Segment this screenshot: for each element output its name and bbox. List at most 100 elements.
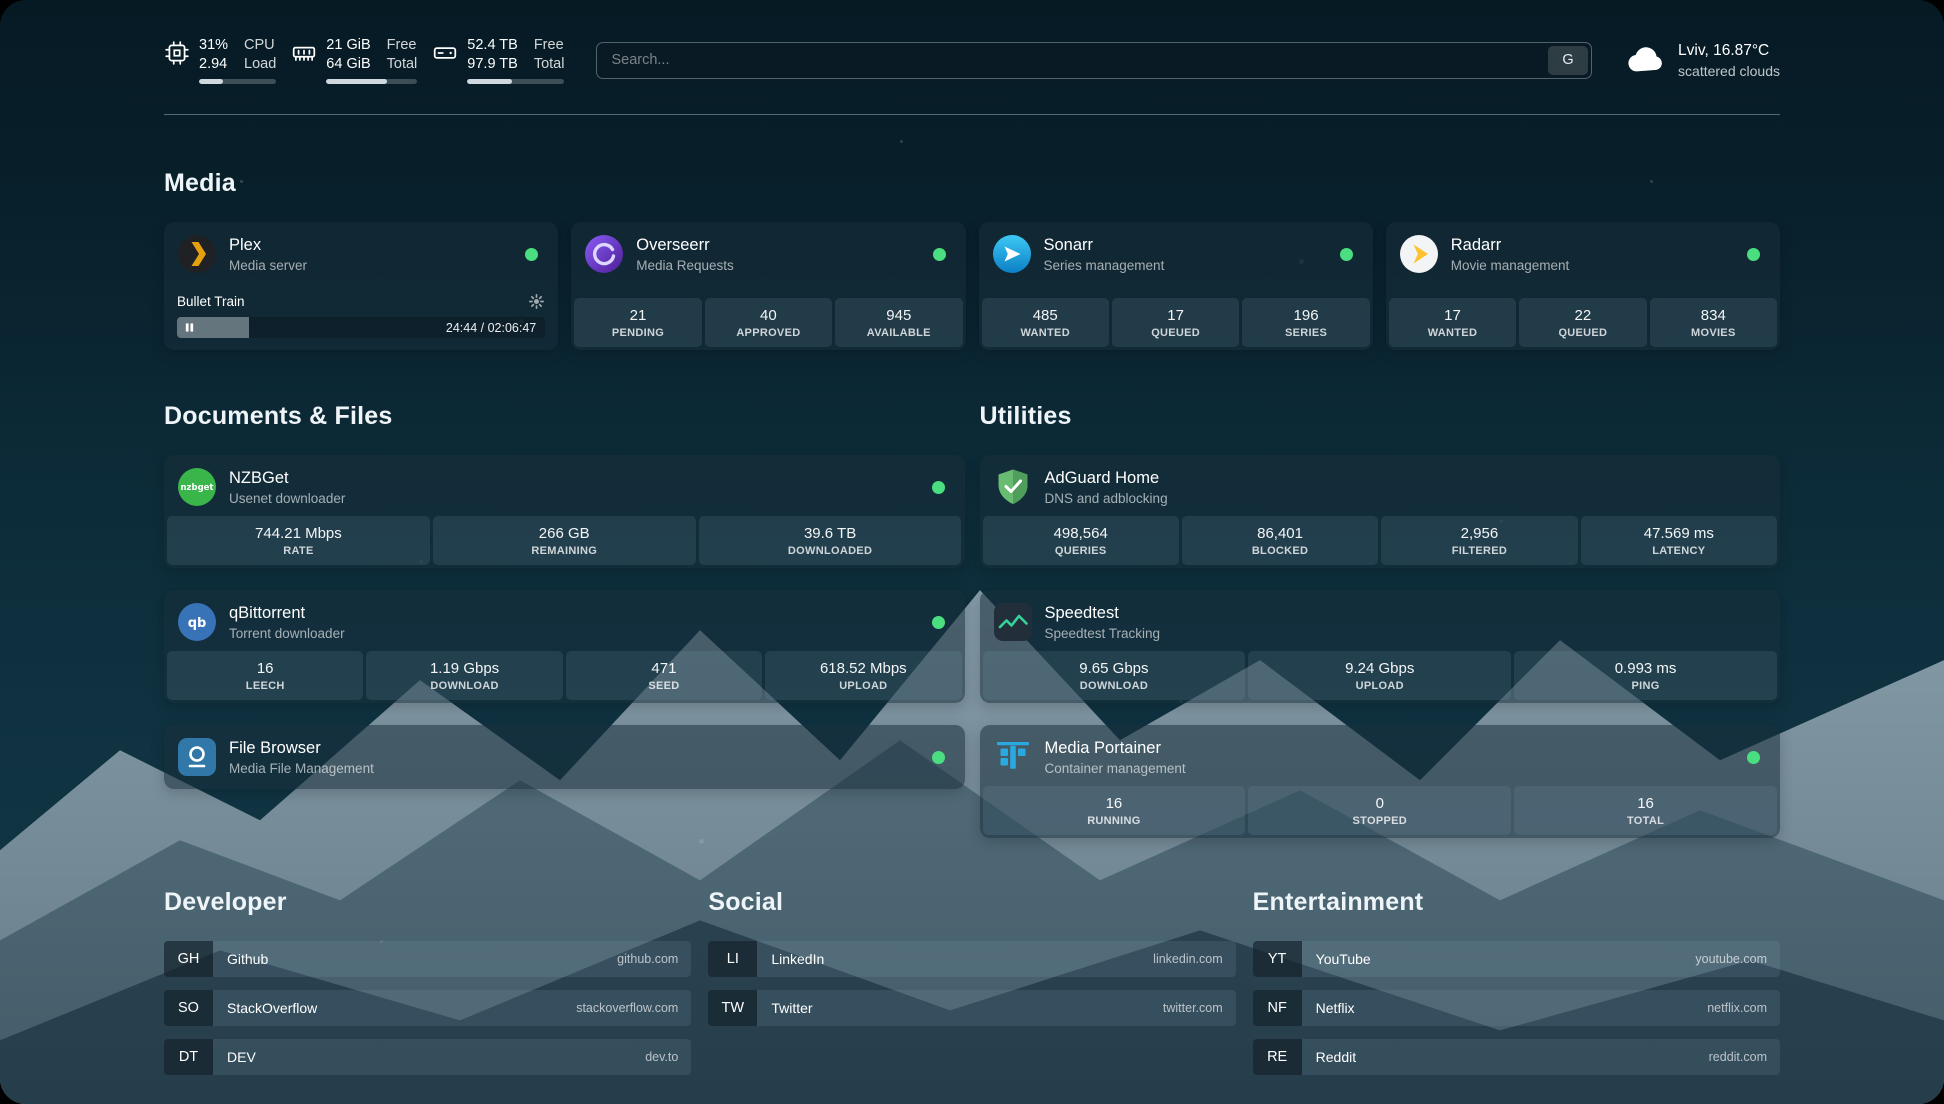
service-link-radarr[interactable]: Radarr Movie management [1389, 225, 1777, 283]
resource-widget: 21 GiB 64 GiB Free Total [291, 36, 418, 85]
resource-label: CPU [244, 37, 275, 53]
bookmark-abbr: TW [708, 990, 758, 1027]
bookmark-stackoverflow[interactable]: SO StackOverflow stackoverflow.com [164, 990, 692, 1027]
bookmark-domain: dev.to [645, 1050, 679, 1065]
section-utilities: Utilities AdGuard Home DNS and adblocking… [979, 402, 1780, 839]
bookmark-name: Twitter [771, 1000, 813, 1017]
bookmark-abbr: RE [1252, 1039, 1302, 1076]
service-name: Sonarr [1043, 236, 1094, 255]
service-name: Overseerr [636, 236, 710, 255]
service-description: Movie management [1450, 258, 1570, 274]
bookmark-github[interactable]: GH Github github.com [164, 941, 692, 978]
service-link-plex[interactable]: Plex Media server [167, 225, 555, 283]
status-indicator [931, 480, 945, 494]
bookmark-linkedin[interactable]: LI LinkedIn linkedin.com [708, 941, 1236, 978]
stat-label: FILTERED [1451, 545, 1508, 558]
speedtest-icon [993, 602, 1033, 642]
bookmark-group-developer: Developer GH Github github.com SO StackOverf… [164, 888, 692, 1088]
bookmark-reddit[interactable]: RE Reddit reddit.com [1252, 1039, 1780, 1076]
stat-value: 16 [256, 660, 274, 678]
service-description: DNS and adblocking [1044, 491, 1168, 507]
search-provider-button[interactable]: G [1548, 45, 1589, 75]
resource-label: Free [386, 37, 417, 53]
service-description: Media File Management [229, 761, 374, 777]
gear-icon[interactable] [528, 293, 545, 310]
status-indicator [931, 615, 945, 629]
stat-value: 2,956 [1460, 525, 1499, 543]
resource-widget: 31% 2.94 CPU Load [164, 36, 277, 85]
service-name: Plex [229, 236, 262, 255]
two-column-area: Documents & Files nzbget NZBGet Usenet dow… [164, 402, 1780, 839]
cpu-icon [164, 36, 190, 66]
stat-value: 17 [1444, 307, 1461, 325]
bookmark-twitter[interactable]: TW Twitter twitter.com [708, 990, 1236, 1027]
service-description: Usenet downloader [229, 491, 346, 507]
qbittorrent-icon: qb [177, 602, 217, 642]
service-card-adguard-home: AdGuard Home DNS and adblocking 498,564 QUE… [979, 455, 1780, 569]
service-name: Radarr [1450, 236, 1502, 255]
stat-label: SEED [648, 680, 680, 693]
status-indicator [525, 247, 539, 261]
stat-approved: 40 APPROVED [704, 298, 833, 348]
now-playing-title: Bullet Train [177, 294, 245, 310]
stat-label: UPLOAD [839, 680, 888, 693]
service-link-overseerr[interactable]: Overseerr Media Requests [574, 225, 962, 283]
weather-widget: Lviv, 16.87°C scattered clouds [1624, 39, 1780, 81]
stat-total: 16 TOTAL [1514, 786, 1777, 836]
service-link-nzbget[interactable]: nzbget NZBGet Usenet downloader [167, 458, 962, 516]
stat-latency: 47.569 ms LATENCY [1580, 516, 1777, 566]
stat-upload: 618.52 Mbps UPLOAD [765, 651, 962, 701]
stat-wanted: 485 WANTED [981, 298, 1109, 348]
playback-progress-bar[interactable]: 24:44 / 02:06:47 [177, 317, 546, 339]
stat-running: 16 RUNNING [982, 786, 1246, 836]
stat-remaining: 266 GB REMAINING [432, 516, 696, 566]
service-link-sonarr[interactable]: Sonarr Series management [982, 225, 1370, 283]
resource-label: Total [386, 56, 418, 73]
service-link-media-portainer[interactable]: Media Portainer Container management [983, 728, 1778, 786]
stat-series: 196 SERIES [1242, 298, 1370, 348]
weather-text: Lviv, 16.87°C scattered clouds [1678, 41, 1780, 78]
search-input[interactable] [596, 41, 1593, 79]
stat-downloaded: 39.6 TB DOWNLOADED [698, 516, 962, 566]
stat-label: UPLOAD [1355, 680, 1404, 693]
stat-label: BLOCKED [1251, 545, 1309, 558]
service-stats: 16 LEECH 1.19 Gbps DOWNLOAD 471 SEED 618.52 Mb… [167, 651, 962, 701]
stat-queries: 498,564 QUERIES [982, 516, 1179, 566]
status-indicator [1747, 247, 1760, 261]
service-description: Torrent downloader [229, 626, 345, 642]
search-bar: G [596, 41, 1593, 79]
service-card-media-portainer: Media Portainer Container management 16 RUN… [979, 725, 1780, 839]
stat-label: SERIES [1284, 327, 1328, 340]
bookmark-dev[interactable]: DT DEV dev.to [164, 1039, 692, 1076]
service-link-speedtest[interactable]: Speedtest Speedtest Tracking [983, 593, 1778, 651]
service-link-file-browser[interactable]: File Browser Media File Management [167, 728, 962, 786]
service-link-adguard-home[interactable]: AdGuard Home DNS and adblocking [983, 458, 1778, 516]
resource-label: Total [533, 56, 565, 73]
playback-time: 24:44 / 02:06:47 [445, 320, 537, 335]
developer-bookmarks: GH Github github.com SO StackOverflow stackov… [164, 941, 692, 1076]
service-card-file-browser: File Browser Media File Management [164, 725, 965, 790]
service-card-overseerr: Overseerr Media Requests 21 PENDING 40 APPROV… [571, 222, 966, 351]
stat-value: 16 [1637, 795, 1654, 813]
stat-value: 21 [629, 307, 647, 325]
topbar: 31% 2.94 CPU Load 21 GiB 64 GiB Free Total 52.4 … [164, 0, 1780, 85]
bookmark-netflix[interactable]: NF Netflix netflix.com [1252, 990, 1780, 1027]
service-stats: 485 WANTED 17 QUEUED 196 SERIES [981, 298, 1370, 348]
pause-icon[interactable] [184, 322, 195, 333]
stat-filtered: 2,956 FILTERED [1381, 516, 1578, 566]
stat-label: DOWNLOAD [1079, 680, 1149, 693]
stat-blocked: 86,401 BLOCKED [1181, 516, 1379, 566]
stat-label: LATENCY [1652, 545, 1706, 558]
stat-label: STOPPED [1352, 815, 1407, 828]
bookmark-youtube[interactable]: YT YouTube youtube.com [1252, 941, 1780, 978]
now-playing-widget: Bullet Train 24:44 / 02:06:47 [167, 293, 555, 347]
bookmark-group-entertainment: Entertainment YT YouTube youtube.com NF Netf… [1252, 888, 1780, 1088]
stat-label: DOWNLOADED [787, 545, 873, 558]
service-name: Speedtest [1044, 604, 1119, 623]
resource-value: 2.94 [199, 56, 228, 73]
bookmark-name: Reddit [1315, 1049, 1357, 1066]
sonarr-icon [992, 234, 1032, 274]
service-name: qBittorrent [229, 604, 306, 623]
stat-label: MOVIES [1691, 327, 1736, 340]
service-link-qbittorrent[interactable]: qb qBittorrent Torrent downloader [167, 593, 962, 651]
